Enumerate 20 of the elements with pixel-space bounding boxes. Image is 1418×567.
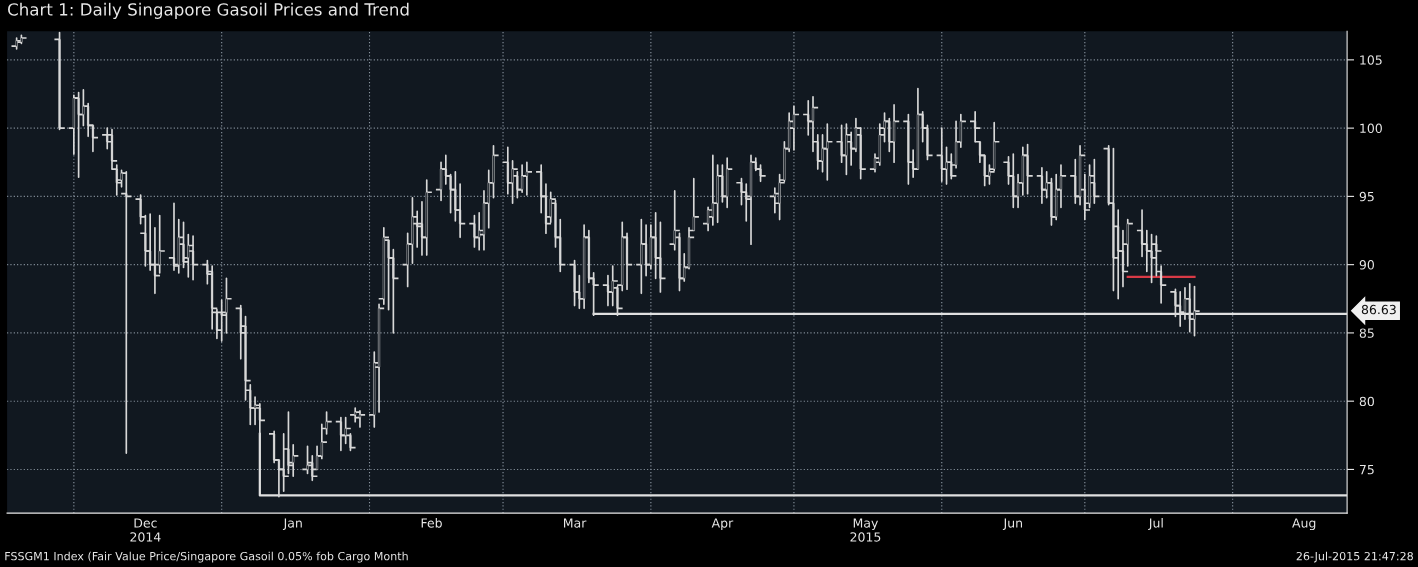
- y-tick-label: 105: [1360, 55, 1382, 65]
- y-tick-label: 75: [1359, 465, 1374, 475]
- text: FSSGM1 Index (Fair Value Price/Singapore Gasoil 0.05% fob Cargo Month: [5, 551, 408, 563]
- x-tick-label: Aug: [1292, 518, 1316, 531]
- chart-title: Chart 1: Daily Singapore Gasoil Prices and Trend: [8, 2, 409, 19]
- y-tick-label: 95: [1359, 191, 1374, 202]
- annotation: 86.63: [1361, 304, 1396, 315]
- x-tick-label: Jun: [1002, 518, 1022, 530]
- x-tick-label: Apr: [711, 518, 734, 531]
- x-tick-label: Jul: [1148, 518, 1163, 530]
- text: 26-Jul-2015 21:47:28: [1296, 551, 1413, 563]
- y-tick-label: 90: [1359, 260, 1374, 270]
- y-tick-label: 80: [1359, 396, 1374, 407]
- x-tick-label: Mar: [564, 518, 587, 528]
- x-tick-label: May 2015: [850, 518, 881, 542]
- x-tick-label: Dec 2014: [130, 518, 161, 542]
- y-tick-label: 100: [1360, 123, 1382, 134]
- x-tick-label: Jan: [282, 518, 302, 530]
- y-tick-label: 85: [1359, 328, 1374, 338]
- x-tick-label: Feb: [421, 518, 442, 528]
